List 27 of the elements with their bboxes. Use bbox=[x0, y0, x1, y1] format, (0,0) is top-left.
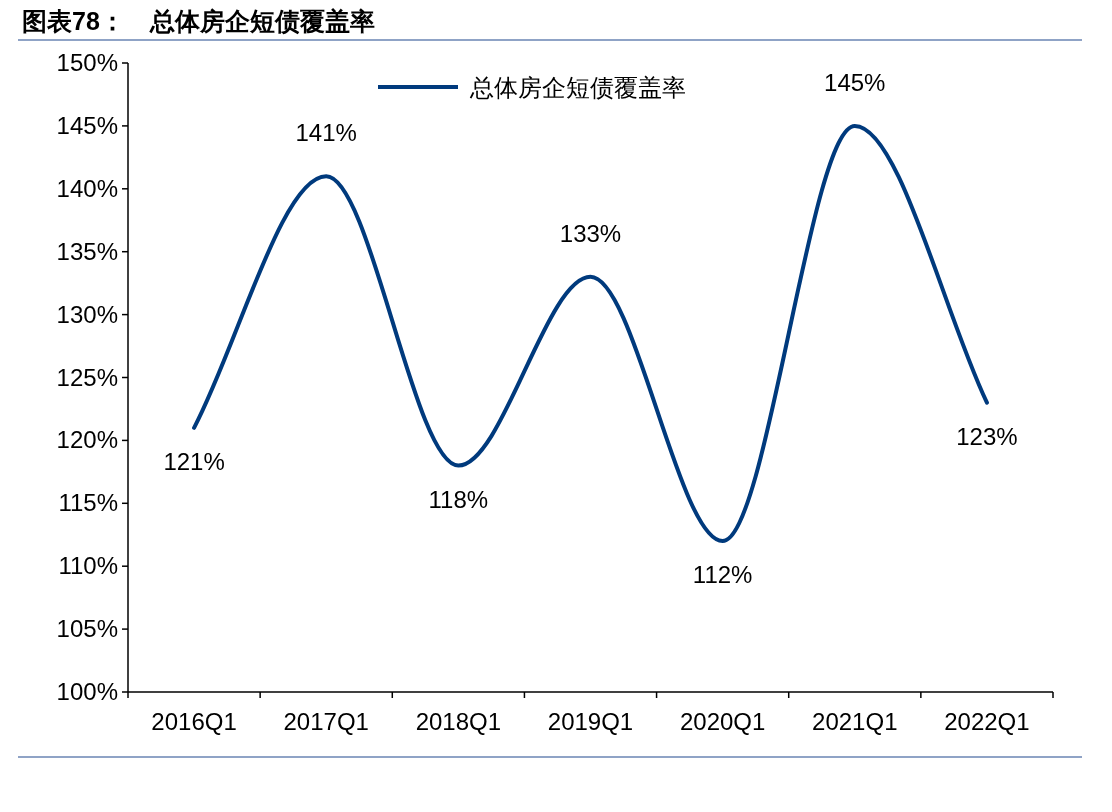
y-tick-label: 145% bbox=[56, 111, 118, 139]
y-tick-label: 100% bbox=[56, 678, 118, 705]
legend-label: 总体房企短债覆盖率 bbox=[469, 74, 686, 101]
x-tick-label: 2016Q1 bbox=[151, 708, 237, 735]
data-label: 112% bbox=[692, 561, 753, 589]
x-tick-label: 2018Q1 bbox=[415, 708, 502, 735]
y-tick-label: 135% bbox=[56, 237, 118, 265]
x-tick-label: 2017Q1 bbox=[283, 708, 369, 735]
y-tick-label: 125% bbox=[56, 363, 118, 391]
y-tick-label: 110% bbox=[58, 552, 118, 580]
data-label: 118% bbox=[428, 485, 489, 513]
y-tick-label: 120% bbox=[56, 426, 118, 454]
data-label: 145% bbox=[824, 68, 886, 96]
data-label: 133% bbox=[559, 219, 622, 247]
data-label: 141% bbox=[295, 119, 357, 147]
x-tick-label: 2019Q1 bbox=[547, 708, 634, 735]
x-tick-label: 2022Q1 bbox=[944, 708, 1030, 735]
chart-title: 图表78： 总体房企短债覆盖率 bbox=[22, 7, 375, 35]
y-tick-label: 140% bbox=[56, 174, 118, 202]
data-label: 121% bbox=[163, 447, 225, 475]
y-tick-label: 130% bbox=[56, 300, 118, 328]
x-tick-label: 2020Q1 bbox=[679, 708, 766, 735]
data-label: 123% bbox=[956, 422, 1018, 450]
x-tick-label: 2021Q1 bbox=[812, 708, 898, 735]
y-tick-label: 115% bbox=[58, 489, 118, 517]
y-tick-label: 150% bbox=[56, 49, 118, 76]
y-tick-label: 105% bbox=[56, 615, 118, 643]
